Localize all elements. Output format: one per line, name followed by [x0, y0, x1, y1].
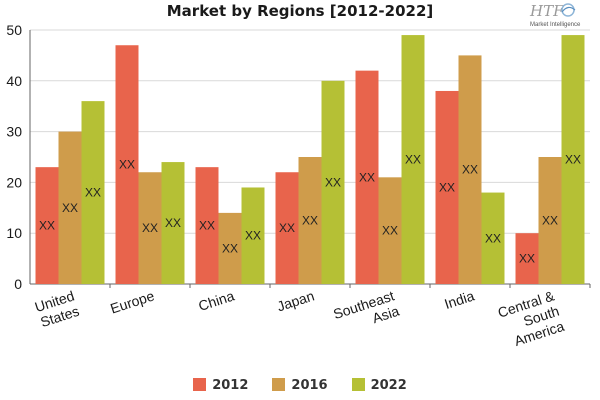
data-label: XX [485, 231, 501, 245]
data-label: XX [165, 216, 181, 230]
y-tick-label: 10 [6, 225, 22, 241]
legend-swatch [272, 378, 286, 391]
x-category-label-line: Japan [275, 287, 316, 314]
bar-2016 [458, 55, 482, 285]
bar-2016 [298, 157, 322, 284]
legend-item-2022: 2022 [351, 378, 407, 393]
data-label: XX [119, 158, 135, 172]
data-label: XX [199, 219, 215, 233]
data-label: XX [382, 224, 398, 238]
legend-item-2016: 2016 [272, 378, 328, 393]
bar-2016 [538, 157, 562, 284]
data-label: XX [222, 241, 238, 255]
legend-label: 2012 [212, 378, 249, 393]
bar-2012 [115, 45, 139, 284]
data-label: XX [439, 180, 455, 194]
data-label: XX [62, 201, 78, 215]
x-category-label: India [442, 287, 476, 312]
x-category-label: Japan [275, 287, 316, 314]
data-label: XX [279, 221, 295, 235]
bar-2016 [378, 177, 402, 284]
data-label: XX [542, 214, 558, 228]
logo-mark-icon: HTF Market Intelligence [529, 2, 581, 28]
legend-label: 2016 [291, 378, 328, 393]
x-category-label: Europe [108, 287, 156, 316]
y-tick-label: 30 [6, 124, 22, 140]
x-category-label-line: India [442, 287, 476, 312]
legend-swatch [193, 378, 207, 391]
bar-2012 [195, 167, 219, 284]
data-label: XX [39, 219, 55, 233]
bar-2012 [515, 233, 539, 284]
bar-2016 [58, 131, 82, 284]
data-label: XX [245, 229, 261, 243]
y-tick-label: 40 [6, 73, 22, 89]
legend-swatch [351, 378, 365, 391]
bar-2022 [401, 35, 425, 284]
bar-2016 [138, 172, 162, 284]
y-tick-label: 20 [6, 174, 22, 190]
data-label: XX [519, 252, 535, 266]
bar-2022 [321, 80, 345, 284]
bar-2022 [561, 35, 585, 284]
bar-2012 [435, 90, 459, 285]
bar-2022 [481, 192, 505, 284]
data-label: XX [462, 163, 478, 177]
data-label: XX [142, 221, 158, 235]
bar-2012 [355, 70, 379, 284]
x-category-label-line: Europe [108, 287, 156, 316]
x-category-label-line: China [196, 287, 236, 314]
chart-legend: 2012 2016 2022 [0, 378, 600, 393]
bar-2016 [218, 212, 242, 284]
logo-brand-text: HTF [529, 2, 564, 20]
y-tick-label: 50 [6, 22, 22, 38]
y-tick-label: 0 [14, 276, 22, 292]
data-label: XX [85, 186, 101, 200]
data-label: XX [405, 153, 421, 167]
data-label: XX [359, 170, 375, 184]
chart-title: Market by Regions [2012-2022] [166, 2, 434, 20]
data-label: XX [565, 153, 581, 167]
bar-2012 [275, 172, 299, 284]
legend-item-2012: 2012 [193, 378, 248, 393]
bar-2022 [161, 162, 185, 284]
data-label: XX [325, 175, 341, 189]
x-category-label: China [196, 287, 236, 314]
brand-logo: HTF Market Intelligence [528, 0, 600, 30]
logo-tagline: Market Intelligence [530, 22, 581, 28]
legend-label: 2022 [370, 378, 407, 393]
bar-2022 [241, 187, 265, 284]
data-label: XX [302, 214, 318, 228]
bar-2022 [81, 101, 105, 285]
bar-2012 [35, 167, 59, 284]
